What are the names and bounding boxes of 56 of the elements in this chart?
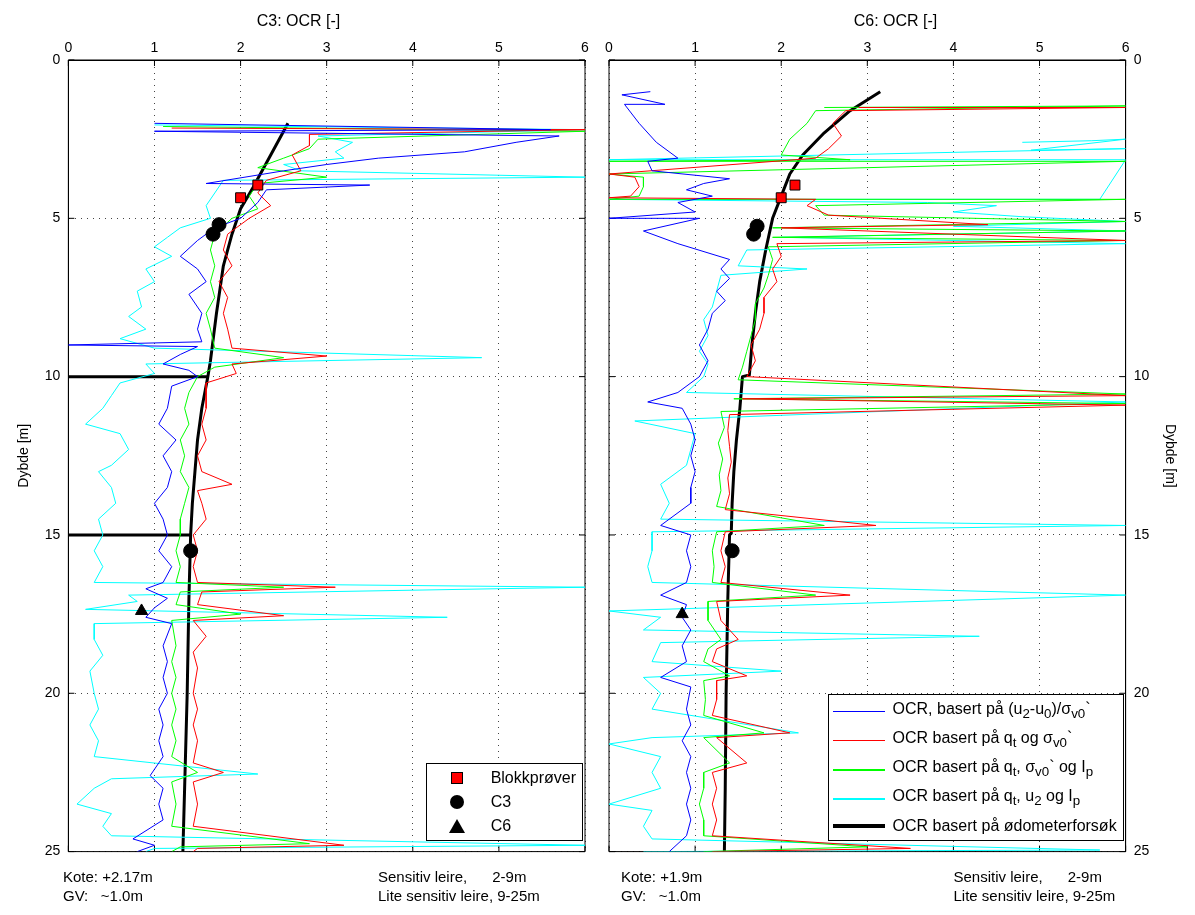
point [205,226,221,242]
legend-label: OCR basert på q$_{t}$ og σ$_{v0}$` [892,728,1073,753]
x-tick-label: 2 [777,39,786,56]
point [724,543,740,559]
y-axis-title: Dybde [m] [1162,423,1179,488]
y-tick-label: 10 [44,367,61,384]
x-tick-label: 4 [949,39,958,56]
x-tick-label: 0 [64,39,73,56]
y-tick-label: 20 [44,684,61,701]
y-tick-label: 0 [1133,50,1142,67]
y-tick-label: 20 [1133,684,1150,701]
text: Lite sensitiv leire, 9-25m [952,887,1117,904]
legend-label: C6 [490,815,512,836]
point [183,543,199,559]
point [675,606,689,619]
x-tick-label: 5 [495,39,503,56]
legend-label: OCR basert på ødometerforsøk [892,815,1117,836]
point [135,603,149,615]
point [252,179,264,191]
text: Lite sensitiv leire, 9-25m [377,887,541,904]
x-tick-label: 1 [150,39,159,56]
y-tick-label: 5 [52,209,61,226]
chart-title: C3: OCR [-] [256,12,341,30]
x-tick-label: 3 [322,39,331,56]
x-tick-label: 1 [691,39,700,56]
text: Sensitiv leire, 2-9m [377,868,528,885]
y-tick-label: 5 [1133,209,1142,226]
legend-label: Blokkprøver [490,767,576,788]
y-tick-label: 0 [52,50,61,67]
legend-label: OCR basert på q$_{t}$, σ$_{v0}$` og I$_{p}$ [892,757,1094,782]
x-tick-label: 2 [236,39,245,56]
y-tick-label: 10 [1133,367,1150,384]
text: Kote: +2.17m [63,868,154,885]
legend-label: OCR basert på q$_{t}$, u$_{2}$ og I$_{p}$ [892,786,1081,811]
text: Sensitiv leire, 2-9m [952,868,1103,885]
x-tick-label: 5 [1035,39,1044,56]
point [775,192,787,204]
legend-label: C3 [490,791,512,812]
point [789,179,801,191]
text: Kote: +1.9m [621,868,704,885]
text: GV: ~1.0m [621,887,702,904]
y-tick-label: 25 [1133,842,1150,859]
y-tick-label: 15 [1133,525,1150,542]
text: GV: ~1.0m [63,887,144,904]
legend-label: OCR, basert på (u$_{2}$-u$_{0}$)/σ$_{v0}$` [892,698,1091,724]
point [235,192,247,204]
point [746,226,762,242]
y-tick-label: 25 [44,842,61,859]
x-tick-label: 6 [581,39,590,56]
y-tick-label: 15 [44,525,61,542]
x-tick-label: 6 [1121,39,1130,56]
x-tick-label: 0 [605,39,614,56]
chart-title: C6: OCR [-] [853,12,938,30]
y-axis-title: Dybde [m] [15,423,32,488]
x-tick-label: 3 [863,39,872,56]
x-tick-label: 4 [408,39,417,56]
